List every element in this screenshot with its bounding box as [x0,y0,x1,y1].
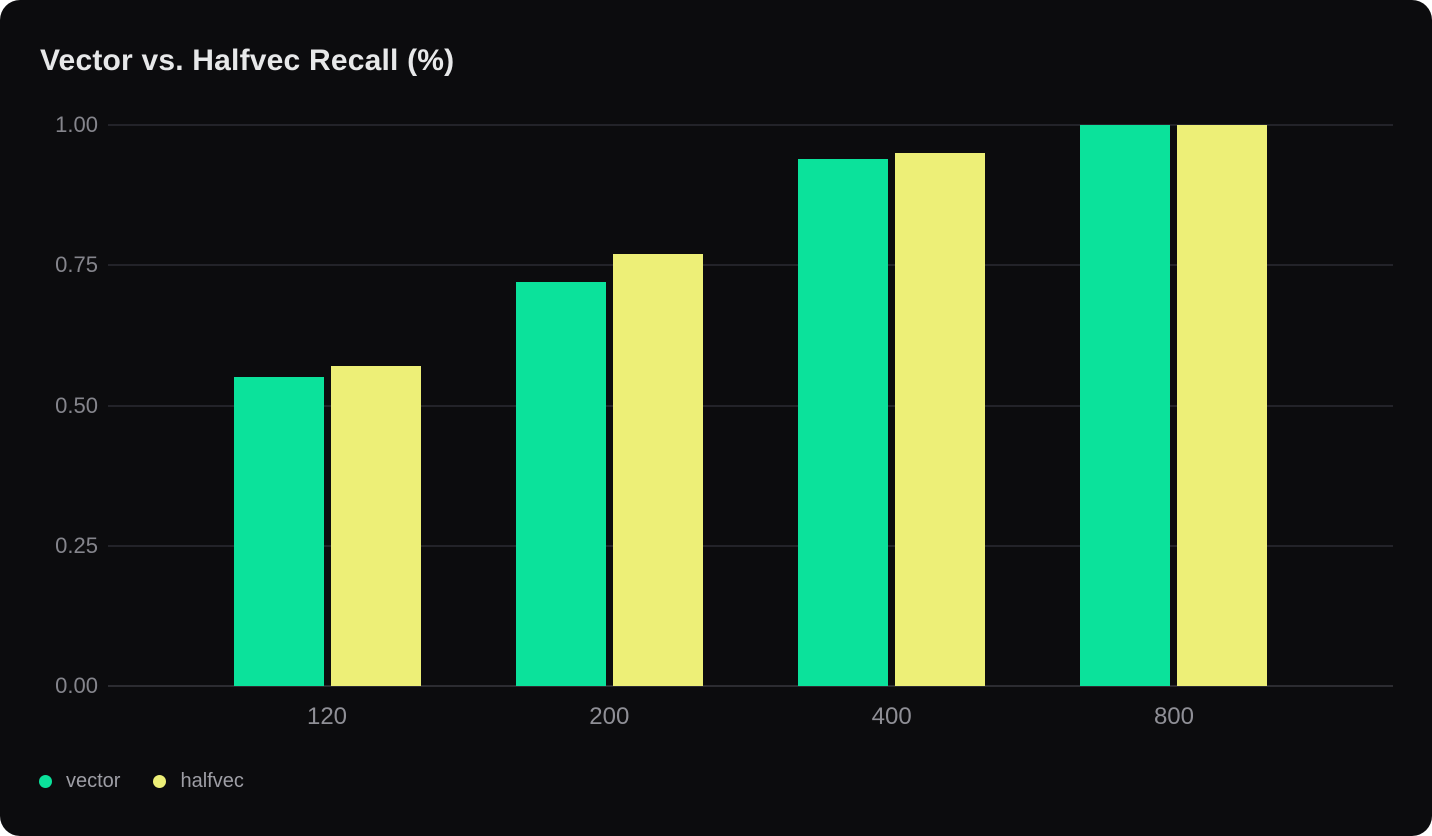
y-axis-tick-label: 0.50 [55,392,98,418]
x-axis-tick-label: 200 [589,703,630,730]
bar-vector-800[interactable] [1080,125,1171,686]
y-axis-tick-label: 0.25 [55,532,98,558]
x-axis-line [108,685,1393,687]
bar-vector-200[interactable] [515,282,606,686]
y-axis-tick-label: 0.00 [55,673,98,698]
gridline [108,264,1393,267]
bar-halfvec-800[interactable] [1177,125,1268,686]
bar-halfvec-400[interactable] [895,153,986,686]
legend-dot-halfvec [153,775,167,788]
bar-vector-120[interactable] [233,377,324,686]
legend: vector halfvec [39,770,244,793]
x-axis-tick-label: 800 [1153,703,1194,730]
gridline [108,404,1393,407]
legend-item-halfvec[interactable]: halfvec [153,770,244,793]
y-axis-tick-label: 1.00 [55,112,98,137]
gridline [108,124,1393,126]
legend-label-vector: vector [66,770,121,792]
legend-label-halfvec: halfvec [180,770,244,792]
y-axis-tick-label: 0.75 [55,252,98,278]
x-axis-tick-label: 120 [306,703,348,730]
legend-item-vector[interactable]: vector [39,770,120,793]
bar-halfvec-120[interactable] [330,366,421,686]
x-axis-tick-label: 400 [871,703,912,730]
bar-vector-400[interactable] [798,158,889,686]
legend-dot-vector [39,775,52,788]
gridline [108,544,1393,547]
bar-halfvec-200[interactable] [612,254,703,686]
chart-title: Vector vs. Halfvec Recall (%) [40,44,455,77]
